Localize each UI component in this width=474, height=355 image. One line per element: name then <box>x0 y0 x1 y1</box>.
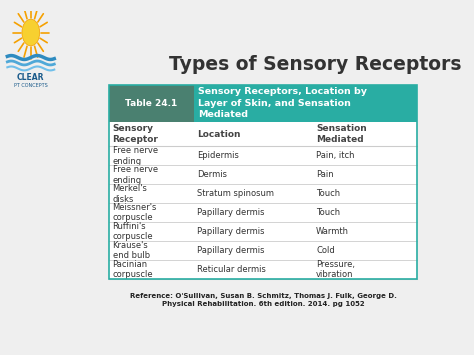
Text: Types of Sensory Receptors: Types of Sensory Receptors <box>169 55 462 74</box>
Text: Papillary dermis: Papillary dermis <box>197 208 265 217</box>
FancyBboxPatch shape <box>109 122 418 147</box>
Text: Epidermis: Epidermis <box>197 152 239 160</box>
Text: Pain, itch: Pain, itch <box>316 152 355 160</box>
Text: Papillary dermis: Papillary dermis <box>197 246 265 255</box>
Text: Meissner's
corpuscle: Meissner's corpuscle <box>112 203 157 223</box>
Text: Touch: Touch <box>316 189 340 198</box>
Text: Pressure,
vibration: Pressure, vibration <box>316 260 355 279</box>
FancyBboxPatch shape <box>194 85 418 122</box>
FancyBboxPatch shape <box>109 165 418 184</box>
Text: Sensory
Receptor: Sensory Receptor <box>112 125 158 144</box>
Text: Free nerve
ending: Free nerve ending <box>112 165 158 185</box>
Text: Location: Location <box>197 130 241 139</box>
FancyBboxPatch shape <box>109 203 418 222</box>
Text: Table 24.1: Table 24.1 <box>125 99 177 108</box>
Text: Touch: Touch <box>316 208 340 217</box>
Circle shape <box>22 19 40 46</box>
FancyBboxPatch shape <box>109 222 418 241</box>
Text: CLEAR: CLEAR <box>17 72 45 82</box>
Text: Physical Rehabilitation. 6th edition. 2014. pg 1052: Physical Rehabilitation. 6th edition. 20… <box>162 301 365 307</box>
Text: Papillary dermis: Papillary dermis <box>197 227 265 236</box>
Text: Warmth: Warmth <box>316 227 349 236</box>
Text: Reference: O'Sullivan, Susan B. Schmitz, Thomas J. Fulk, George D.: Reference: O'Sullivan, Susan B. Schmitz,… <box>130 293 397 299</box>
Text: Stratum spinosum: Stratum spinosum <box>197 189 274 198</box>
Text: Pain: Pain <box>316 170 334 179</box>
Text: Reticular dermis: Reticular dermis <box>197 265 266 274</box>
Text: Cold: Cold <box>316 246 335 255</box>
FancyBboxPatch shape <box>109 147 418 165</box>
Text: Dermis: Dermis <box>197 170 228 179</box>
Text: Ruffini's
corpuscle: Ruffini's corpuscle <box>112 222 153 241</box>
Text: Pacinian
corpuscle: Pacinian corpuscle <box>112 260 153 279</box>
Text: Sensory Receptors, Location by
Layer of Skin, and Sensation
Mediated: Sensory Receptors, Location by Layer of … <box>198 87 367 119</box>
Text: Free nerve
ending: Free nerve ending <box>112 146 158 166</box>
FancyBboxPatch shape <box>109 260 418 279</box>
FancyBboxPatch shape <box>109 184 418 203</box>
Text: Sensation
Mediated: Sensation Mediated <box>316 125 367 144</box>
Text: Krause's
end bulb: Krause's end bulb <box>112 241 150 260</box>
Text: Merkel's
disks: Merkel's disks <box>112 184 147 203</box>
Text: PT CONCEPTS: PT CONCEPTS <box>14 83 48 88</box>
FancyBboxPatch shape <box>109 241 418 260</box>
FancyBboxPatch shape <box>109 85 194 122</box>
